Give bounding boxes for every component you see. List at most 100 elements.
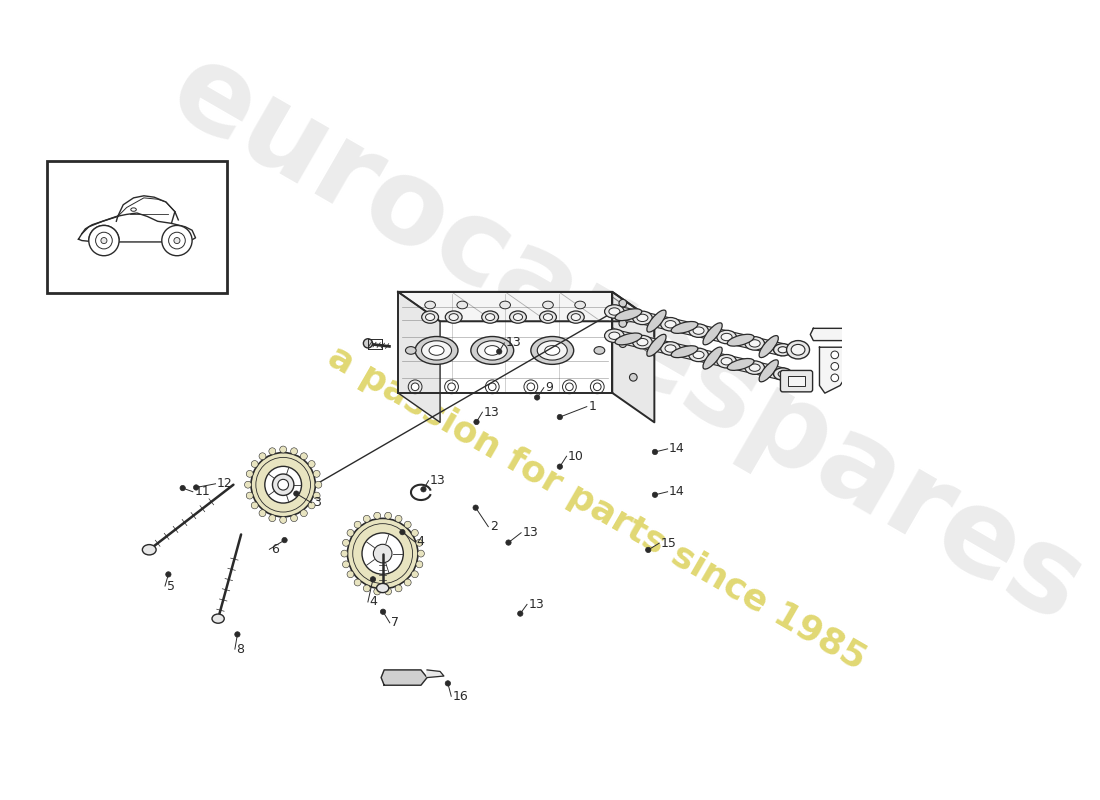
Ellipse shape [485,346,499,355]
Ellipse shape [426,314,434,321]
Circle shape [385,588,392,595]
Ellipse shape [722,358,733,365]
Circle shape [619,320,627,327]
Circle shape [373,544,392,563]
Ellipse shape [661,318,680,331]
Circle shape [448,383,455,390]
Circle shape [416,539,422,546]
Circle shape [619,302,626,307]
Circle shape [473,505,478,510]
Ellipse shape [131,208,136,211]
Circle shape [371,577,375,582]
Ellipse shape [568,311,584,323]
Circle shape [251,461,258,467]
Ellipse shape [609,308,620,315]
Circle shape [385,512,392,519]
Circle shape [565,383,573,390]
Ellipse shape [749,340,760,347]
Text: 1: 1 [588,400,596,413]
Circle shape [496,349,502,354]
Circle shape [405,579,411,586]
Circle shape [268,514,276,522]
Circle shape [314,470,320,478]
Ellipse shape [212,614,224,623]
Ellipse shape [376,583,388,593]
Circle shape [830,374,838,382]
Polygon shape [398,292,654,322]
Circle shape [244,482,252,488]
Ellipse shape [142,545,156,555]
Text: 13: 13 [506,337,521,350]
Circle shape [619,340,627,347]
Ellipse shape [773,344,792,356]
Ellipse shape [671,346,697,358]
Ellipse shape [703,323,723,345]
Ellipse shape [689,324,708,338]
Circle shape [258,453,266,460]
Ellipse shape [745,337,764,350]
Ellipse shape [727,358,754,370]
Circle shape [89,226,119,256]
Polygon shape [398,292,440,422]
Ellipse shape [615,333,641,345]
Ellipse shape [449,314,459,321]
Circle shape [279,517,287,523]
Text: 14: 14 [669,486,685,498]
Ellipse shape [727,334,754,346]
Circle shape [166,572,172,577]
Circle shape [300,453,307,460]
Circle shape [830,351,838,358]
Circle shape [619,299,627,307]
Circle shape [251,453,316,517]
Bar [788,376,805,386]
Ellipse shape [703,347,723,369]
Circle shape [411,530,418,536]
Text: 10: 10 [568,450,584,462]
Circle shape [527,383,535,390]
Text: 6: 6 [271,543,278,556]
Ellipse shape [421,311,439,323]
Circle shape [518,611,522,616]
Ellipse shape [689,348,708,362]
Ellipse shape [759,360,779,382]
Circle shape [395,585,402,592]
Circle shape [362,533,404,574]
Text: a passion for parts since 1985: a passion for parts since 1985 [322,339,872,676]
Circle shape [162,226,192,256]
Circle shape [290,514,297,522]
Ellipse shape [615,309,641,321]
Text: 5: 5 [166,579,175,593]
Ellipse shape [540,311,557,323]
Circle shape [279,446,287,453]
Text: 12: 12 [217,478,233,490]
Circle shape [268,448,276,454]
Circle shape [246,470,253,478]
Circle shape [411,383,419,390]
Bar [47,161,228,293]
Ellipse shape [544,346,560,355]
Ellipse shape [499,301,510,309]
Circle shape [395,515,402,522]
Circle shape [282,538,287,542]
Polygon shape [811,328,846,341]
Ellipse shape [632,335,652,349]
Circle shape [354,579,361,586]
Circle shape [629,374,637,381]
Circle shape [294,491,299,496]
Circle shape [308,502,315,509]
Circle shape [246,492,253,499]
Ellipse shape [778,346,788,353]
Circle shape [194,485,199,490]
Text: 13: 13 [484,406,499,418]
Circle shape [346,571,354,578]
Ellipse shape [542,301,553,309]
Circle shape [96,232,112,249]
Text: 11: 11 [195,486,210,498]
Circle shape [168,232,185,249]
Ellipse shape [421,341,451,360]
Circle shape [646,547,651,553]
Circle shape [180,486,186,490]
Ellipse shape [717,354,736,368]
Circle shape [314,492,320,499]
Ellipse shape [605,305,624,318]
